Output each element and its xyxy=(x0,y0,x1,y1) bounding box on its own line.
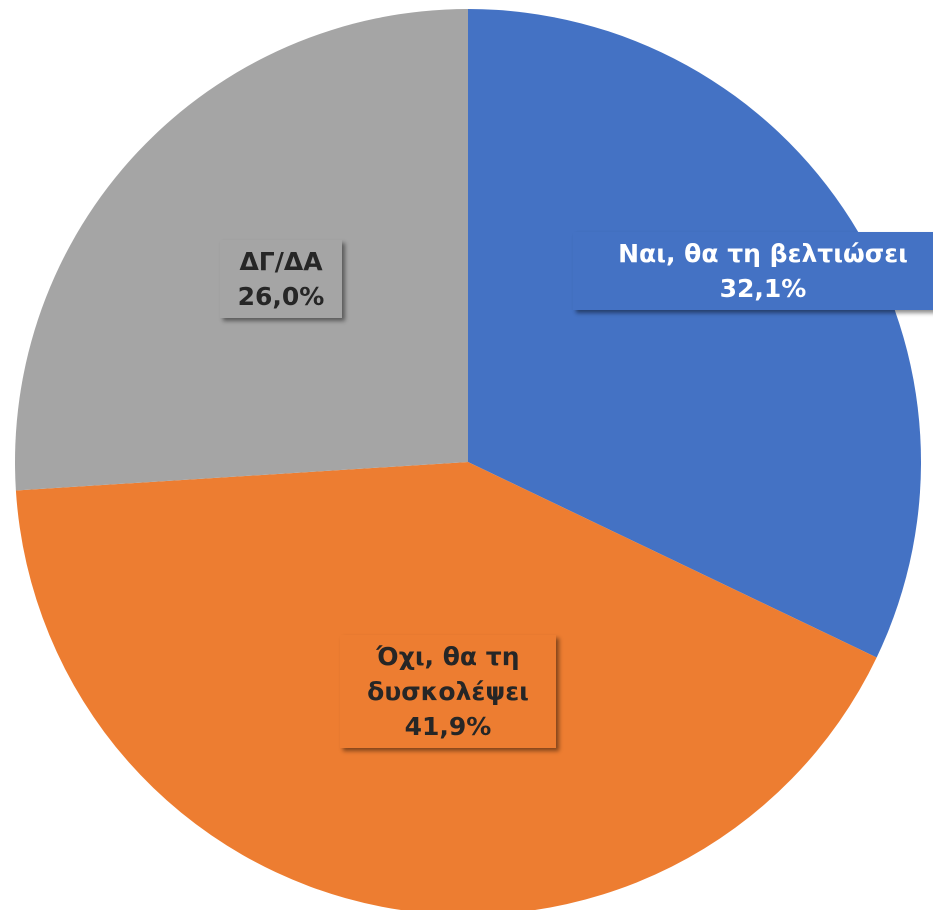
data-label: Ναι, θα τη βελτιώσει 32,1% xyxy=(573,232,933,310)
pie-slice xyxy=(468,9,921,658)
category-label: ΔΓ/ΔΑ xyxy=(239,247,323,276)
value-label: 41,9% xyxy=(404,712,492,741)
data-label: ΔΓ/ΔΑ 26,0% xyxy=(220,240,342,318)
category-label: Ναι, θα τη βελτιώσει xyxy=(618,239,908,268)
data-label: Όχι, θα τη δυσκολέψει 41,9% xyxy=(340,635,556,748)
category-label: Όχι, θα τη δυσκολέψει xyxy=(367,642,529,706)
value-label: 32,1% xyxy=(719,274,807,303)
value-label: 26,0% xyxy=(237,282,325,311)
